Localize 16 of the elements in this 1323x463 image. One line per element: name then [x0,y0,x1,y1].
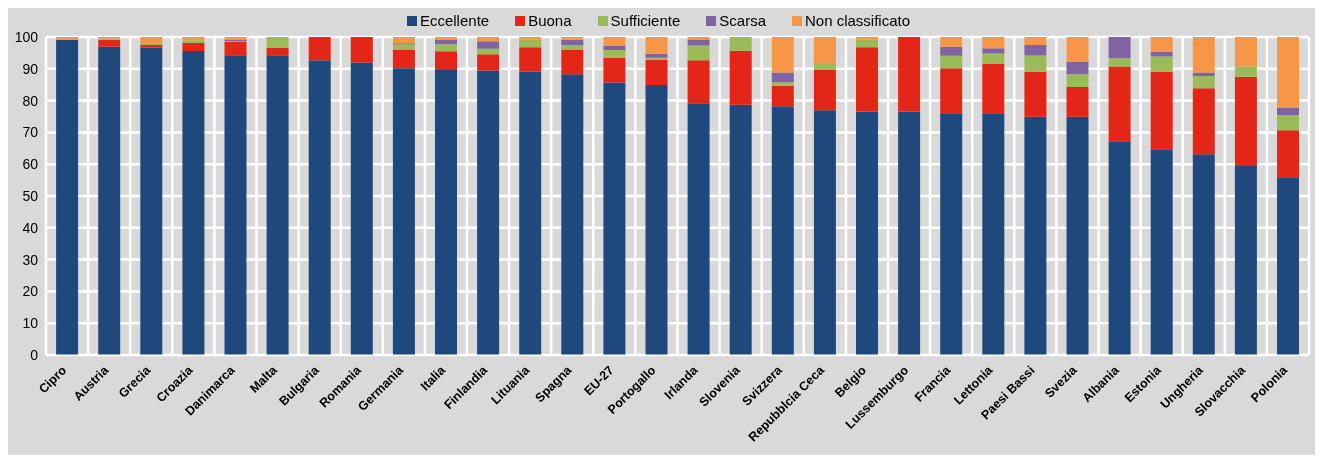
y-tick-label: 0 [30,346,39,363]
legend-label: Non classificato [805,12,911,29]
y-tick-label: 90 [22,60,39,77]
y-tick-label: 80 [22,92,39,109]
legend-label: Scarsa [719,12,766,29]
y-tick-label: 40 [22,219,39,236]
y-tick-label: 100 [14,28,39,45]
y-tick-label: 60 [22,156,39,173]
y-tick-label: 50 [22,187,39,204]
y-tick-label: 20 [22,283,39,300]
y-tick-label: 30 [22,251,39,268]
legend-label: Buona [528,12,572,29]
y-tick-label: 10 [22,315,39,332]
legend-label: Sufficiente [610,12,681,29]
legend-label: Eccellente [419,12,490,29]
y-tick-label: 70 [22,124,39,141]
